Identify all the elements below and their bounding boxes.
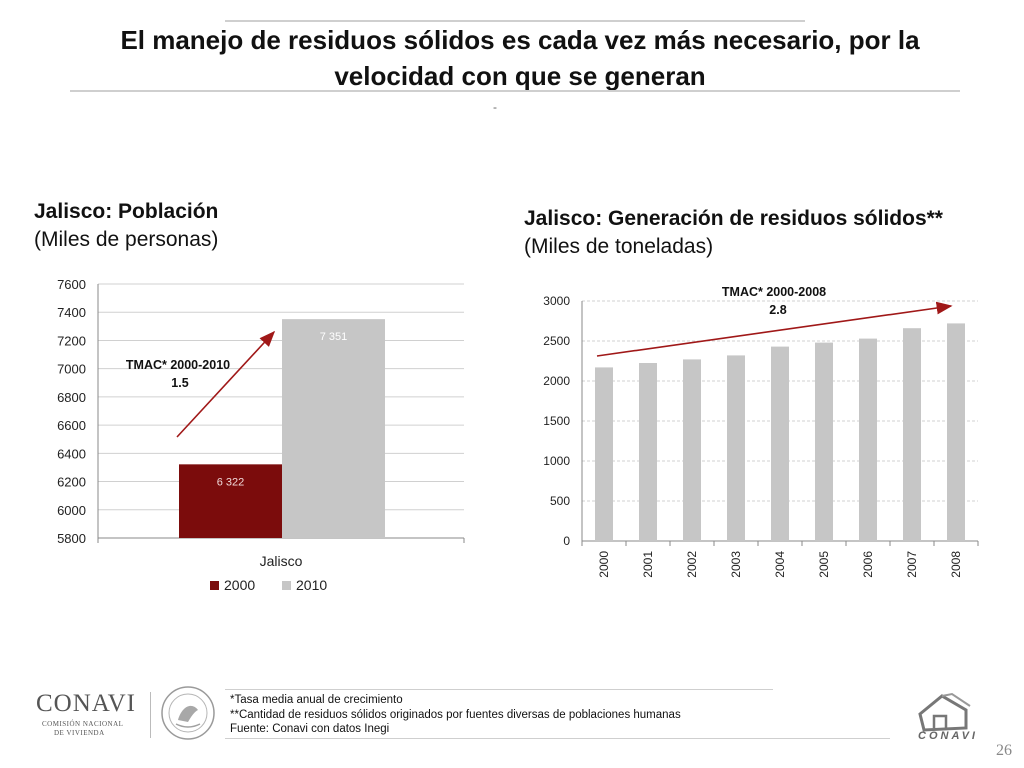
right-chart-subtitle: (Miles de toneladas): [524, 235, 714, 258]
y-tick-label: 5800: [57, 531, 86, 546]
footnote-residuos: **Cantidad de residuos sólidos originado…: [230, 708, 681, 721]
y-tick-label: 6600: [57, 418, 86, 433]
y-tick-label: 7400: [57, 305, 86, 320]
trend-arrow: [596, 301, 953, 357]
bar-2004: [771, 346, 789, 541]
title-marker: -: [493, 100, 497, 114]
y-tick-label: 3000: [543, 294, 570, 308]
bar-2001: [639, 363, 657, 541]
left-chart-title: Jalisco: Población: [34, 200, 219, 223]
y-tick-label: 7600: [57, 277, 86, 292]
footnote-source: Fuente: Conavi con datos Inegi: [230, 723, 390, 735]
y-tick-label: 2500: [543, 334, 570, 348]
y-tick-label: 2000: [543, 374, 570, 388]
title-top-rule: [225, 20, 805, 22]
y-tick-label: 6200: [57, 475, 86, 490]
footer-top-rule: [225, 689, 773, 690]
bar-2007: [903, 328, 921, 541]
page-number: 26: [996, 742, 1012, 759]
tmac-value: 1.5: [171, 376, 188, 390]
bar-2002: [683, 359, 701, 541]
tmac-value: 2.8: [769, 303, 786, 317]
y-tick-label: 0: [563, 534, 570, 548]
x-tick-label: 2002: [685, 551, 699, 578]
left-chart-heading: Jalisco: Población (Miles de personas): [34, 198, 218, 254]
y-tick-label: 6000: [57, 503, 86, 518]
logo-divider: [150, 692, 151, 738]
bar-2010: [282, 319, 385, 538]
bar-2006: [859, 338, 877, 541]
x-tick-label: 2000: [597, 551, 611, 578]
population-chart: 5800 6000 6200 6400 6600 6800 7000 7200 7400 7600…: [57, 277, 465, 593]
x-tick-label: 2004: [773, 551, 787, 578]
y-tick-label: 500: [550, 494, 570, 508]
data-label-2000: 6 322: [217, 476, 245, 488]
waste-chart: 0 500 1000 1500 2000 2500 3000 2000 2001 2002 2003…: [543, 285, 979, 578]
bar-2000: [179, 464, 282, 538]
legend-swatch-2000: [210, 581, 219, 590]
y-tick-label: 7000: [57, 362, 86, 377]
footnotes: *Tasa media anual de crecimiento **Canti…: [230, 693, 681, 737]
x-category-label: Jalisco: [260, 553, 303, 569]
y-tick-label: 6800: [57, 390, 86, 405]
conavi-logo-name: CONAVI: [36, 690, 136, 717]
x-tick-label: 2006: [861, 551, 875, 578]
left-chart-subtitle: (Miles de personas): [34, 228, 219, 251]
x-tick-label: 2008: [949, 551, 963, 578]
mexico-seal-icon: [161, 686, 215, 740]
x-tick-label: 2003: [729, 551, 743, 578]
conavi-logo-left: CONAVI COMISIÓN NACIONAL DE VIVIENDA: [36, 690, 156, 740]
bar-2000: [595, 367, 613, 541]
legend-label-2010: 2010: [296, 577, 327, 593]
bar-2008: [947, 323, 965, 541]
bar-2003: [727, 355, 745, 541]
x-tick-label: 2007: [905, 551, 919, 578]
y-tick-label: 6400: [57, 446, 86, 461]
right-chart-heading: Jalisco: Generación de residuos sólidos*…: [524, 205, 943, 261]
slide-title: El manejo de residuos sólidos es cada ve…: [120, 25, 920, 91]
y-tick-label: 1500: [543, 414, 570, 428]
legend-label-2000: 2000: [224, 577, 255, 593]
y-tick-label: 1000: [543, 454, 570, 468]
x-tick-label: 2001: [641, 551, 655, 578]
footnote-tmac: *Tasa media anual de crecimiento: [230, 694, 403, 706]
tmac-label: TMAC* 2000-2008: [722, 285, 826, 299]
conavi-house-icon: [918, 692, 971, 732]
conavi-logo-right: CONAVI: [918, 730, 978, 742]
footer-bottom-rule: [225, 738, 890, 739]
conavi-logo-sub2: DE VIVIENDA: [54, 729, 105, 737]
conavi-logo-sub1: COMISIÓN NACIONAL: [42, 720, 124, 728]
trend-arrow: [176, 330, 276, 438]
right-chart-title: Jalisco: Generación de residuos sólidos*…: [524, 207, 943, 230]
tmac-label: TMAC* 2000-2010: [126, 358, 230, 372]
x-tick-label: 2005: [817, 551, 831, 578]
legend-swatch-2010: [282, 581, 291, 590]
data-label-2010: 7 351: [320, 331, 348, 343]
bar-2005: [815, 342, 833, 541]
y-tick-label: 7200: [57, 333, 86, 348]
title-bottom-rule: [70, 90, 960, 92]
